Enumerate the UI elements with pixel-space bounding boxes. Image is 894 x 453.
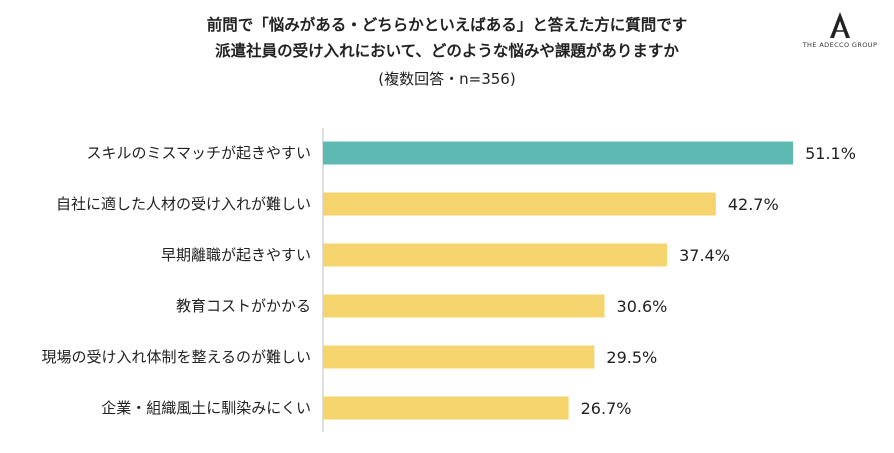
bar	[323, 396, 569, 420]
category-label: 企業・組織風土に馴染みにくい	[101, 399, 311, 417]
category-label: 教育コストがかかる	[176, 297, 311, 315]
category-label: 自社に適した人材の受け入れが難しい	[56, 195, 311, 213]
bar	[323, 192, 716, 216]
bar	[323, 243, 668, 267]
value-label: 26.7%	[581, 399, 632, 418]
value-label: 51.1%	[805, 144, 856, 163]
bar	[323, 345, 595, 369]
logo-text: THE ADECCO GROUP	[802, 41, 878, 49]
bar	[323, 294, 605, 318]
chart-title-line-2: 派遣社員の受け入れにおいて、どのような悩みや課題がありますか	[215, 42, 679, 60]
category-label: スキルのミスマッチが起きやすい	[86, 144, 311, 162]
category-label: 現場の受け入れ体制を整えるのが難しい	[41, 348, 311, 366]
bar	[323, 141, 794, 165]
chart-subtitle: (複数回答・n=356)	[378, 70, 516, 88]
value-label: 37.4%	[679, 246, 730, 265]
value-label: 29.5%	[606, 348, 657, 367]
category-label: 早期離職が起きやすい	[161, 246, 311, 264]
chart-title-line-1: 前問で「悩みがある・どちらかといえばある」と答えた方に質問です	[206, 16, 688, 34]
value-label: 42.7%	[728, 195, 779, 214]
adecco-a-icon	[830, 12, 850, 38]
chart-title-block: 前問で「悩みがある・どちらかといえばある」と答えた方に質問です 派遣社員の受け入…	[0, 12, 894, 92]
adecco-logo: THE ADECCO GROUP	[800, 10, 880, 52]
value-label: 30.6%	[617, 297, 668, 316]
